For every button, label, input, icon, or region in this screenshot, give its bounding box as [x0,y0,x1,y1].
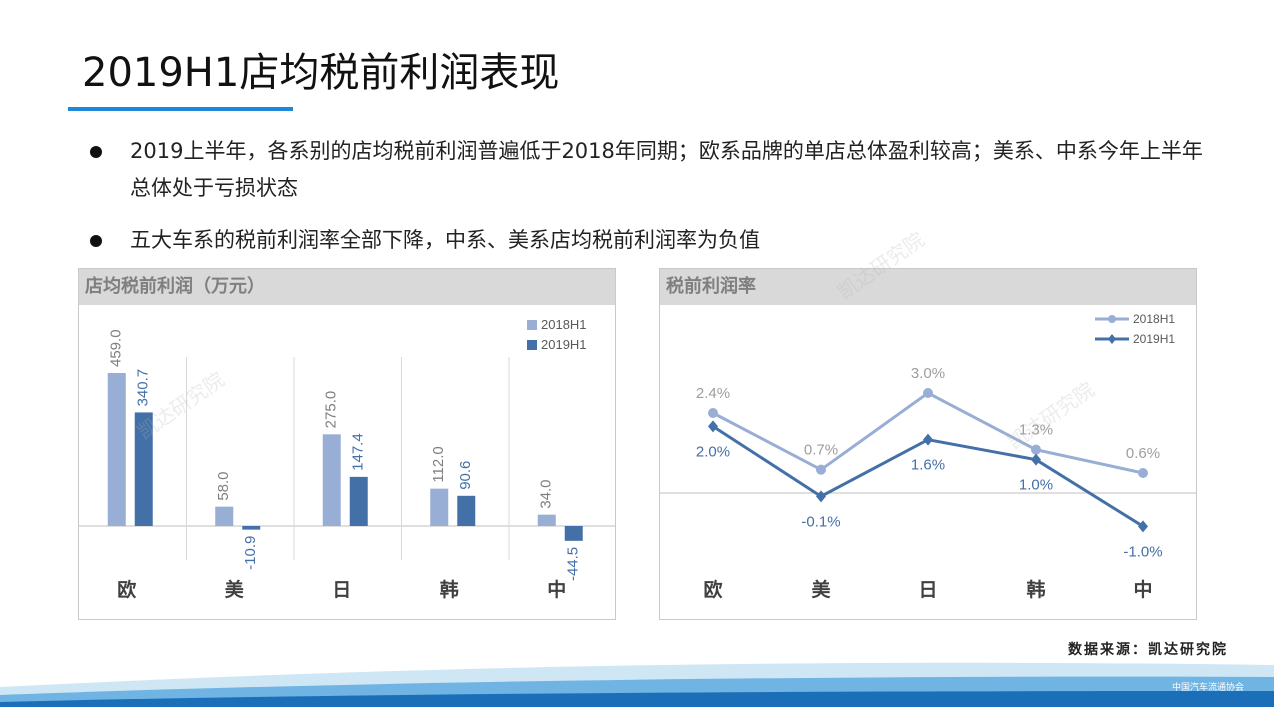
legend-label: 2018H1 [541,317,587,332]
title-underline [68,107,293,111]
line-data-label: 2.0% [696,443,730,460]
legend-marker [1108,334,1116,344]
marker-2019H1 [1138,520,1148,533]
bar-data-label: 90.6 [457,461,474,490]
bar-2018H1 [107,373,126,526]
bar-chart: 459.0 340.7 欧 58.0 -10.9 美 275.0 147.4 日 112.0 90.… [79,317,615,601]
line-data-label: -1.0% [1123,543,1162,560]
bar-chart-panel: 店均税前利润（万元） 459.0 340.7 欧 58.0 -10.9 美 275.0 147… [78,268,616,620]
legend-label: 2019H1 [541,337,587,352]
footer-wave [0,662,1274,707]
x-tick-label: 日 [918,580,937,601]
x-tick-label: 中 [547,578,566,601]
line-data-label: 3.0% [911,365,945,382]
bar-2019H1 [134,412,153,526]
bar-data-label: 340.7 [135,369,152,407]
bar-2019H1 [457,495,476,526]
legend-label: 2018H1 [1133,312,1175,326]
bar-chart-title: 店均税前利润（万元） [79,269,615,305]
line-data-label: 1.6% [911,457,945,474]
marker-2018H1 [1138,468,1148,478]
bar-2019H1 [564,526,583,541]
marker-2019H1 [923,433,933,446]
marker-2018H1 [816,464,826,475]
marker-2018H1 [1031,444,1041,455]
line-data-label: 1.0% [1019,477,1053,494]
x-tick-label: 欧 [703,578,722,601]
marker-2019H1 [708,420,718,433]
slide-title: 2019H1店均税前利润表现 [82,50,560,96]
bullet-dot [90,235,102,247]
line-data-label: -0.1% [801,513,840,530]
x-tick-label: 欧 [117,578,136,601]
line-chart: 2.4% 0.7% 3.0% 1.3% 0.6% 2.0% -0.1% 1.6% 1.0% -1.… [660,312,1196,601]
bar-data-label: 112.0 [430,446,447,482]
line-data-label: 2.4% [696,385,730,402]
bar-2018H1 [215,506,234,526]
x-tick-label: 韩 [1026,578,1045,601]
marker-2019H1 [1031,453,1041,466]
x-tick-label: 日 [332,580,351,601]
marker-2018H1 [708,408,718,418]
legend-swatch [527,320,537,330]
bar-data-label: 275.0 [323,391,340,429]
line-data-label: 0.7% [804,442,838,459]
bar-data-label: -10.9 [242,536,259,570]
bar-2019H1 [349,476,368,526]
logo: 中国汽车流通协会 [1171,683,1244,693]
line-data-label: 1.3% [1019,422,1053,439]
data-source: 数据来源：凯达研究院 [1068,642,1228,658]
legend-swatch [527,340,537,350]
bullet-dot [90,146,102,158]
bullet-text: 五大车系的税前利润率全部下降，中系、美系店均税前利润率为负值 [130,228,760,252]
legend-marker [1108,315,1116,323]
bullet-text: 2019上半年，各系别的店均税前利润普遍低于2018年同期；欧系品牌的单店总体盈… [130,139,1203,200]
bar-2018H1 [537,514,556,526]
marker-2019H1 [816,490,826,503]
bar-2019H1 [242,526,261,530]
line-chart-panel: 税前利润率 2.4% 0.7% 3.0% 1.3% 0.6% 2.0% -0.1% 1.6% 1… [659,268,1197,620]
bar-data-label: 34.0 [538,479,555,508]
bar-data-label: 147.4 [350,433,367,471]
x-tick-label: 中 [1133,578,1152,601]
bar-data-label: -44.5 [565,547,582,581]
marker-2018H1 [923,388,933,398]
bar-2018H1 [322,434,341,526]
line-chart-title: 税前利润率 [660,269,1196,305]
bar-data-label: 459.0 [108,329,125,367]
legend-label: 2019H1 [1133,332,1175,346]
x-tick-label: 美 [225,578,245,601]
x-tick-label: 韩 [440,578,459,601]
bar-data-label: 58.0 [215,471,232,500]
x-tick-label: 美 [811,578,831,601]
bar-2018H1 [430,488,449,526]
line-data-label: 0.6% [1126,445,1160,462]
